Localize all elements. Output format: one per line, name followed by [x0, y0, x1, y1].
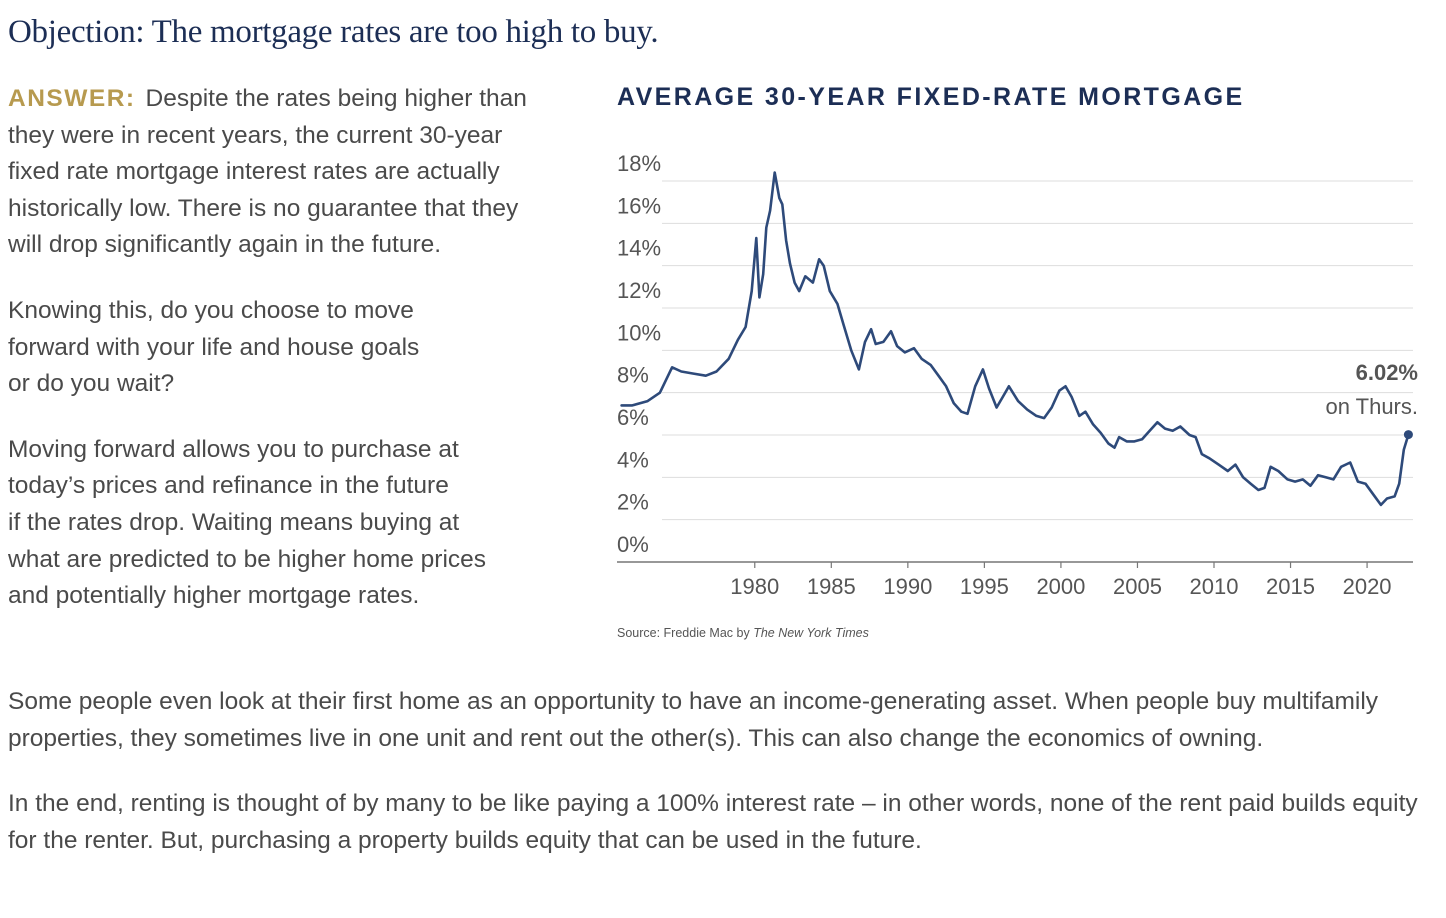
- current-rate-caption: on Thurs.: [1325, 394, 1418, 419]
- page-heading: Objection: The mortgage rates are too hi…: [8, 14, 659, 50]
- mortgage-rate-chart: 0% 2% 4% 6% 8% 10% 12% 14% 16% 18% 1980 1985 1990 199…: [617, 151, 1418, 599]
- y-tick-label: 0%: [617, 532, 649, 557]
- income-asset-paragraph: Some people even look at their first hom…: [8, 688, 1379, 752]
- x-tick-label: 1985: [807, 574, 856, 599]
- y-tick-label: 18%: [617, 151, 661, 176]
- question-paragraph: Knowing this, do you choose to move forw…: [8, 296, 420, 398]
- answer-paragraph: ANSWER: Despite the rates being higher th…: [8, 81, 558, 264]
- moving-forward-paragraph: Moving forward allows you to purchase at…: [8, 435, 487, 610]
- y-tick-label: 2%: [617, 490, 649, 515]
- x-tick-label: 2020: [1343, 574, 1392, 599]
- current-rate-point: [1403, 430, 1413, 440]
- chart-source: Source: Freddie Mac by The New York Time…: [617, 626, 869, 640]
- x-tick-label: 2000: [1036, 574, 1085, 599]
- y-tick-label: 14%: [617, 236, 661, 261]
- x-tick-label: 2015: [1266, 574, 1315, 599]
- y-tick-label: 6%: [617, 405, 649, 430]
- y-tick-label: 10%: [617, 320, 661, 345]
- source-text: Source: Freddie Mac by: [617, 626, 750, 640]
- x-tick-label: 2010: [1190, 574, 1239, 599]
- y-tick-label: 8%: [617, 363, 649, 388]
- y-tick-label: 12%: [617, 278, 661, 303]
- y-tick-label: 4%: [617, 447, 649, 472]
- chart-title: AVERAGE 30-YEAR FIXED-RATE MORTGAGE: [617, 83, 1245, 111]
- current-rate-value: 6.02%: [1356, 360, 1418, 385]
- answer-text: Despite the rates being higher than they…: [8, 85, 527, 259]
- left-column: ANSWER: Despite the rates being higher th…: [8, 81, 558, 615]
- x-tick-label: 1980: [730, 574, 779, 599]
- source-publication: The New York Times: [753, 626, 869, 640]
- y-tick-label: 16%: [617, 193, 661, 218]
- answer-label: ANSWER:: [8, 85, 136, 112]
- x-tick-label: 2005: [1113, 574, 1162, 599]
- bottom-section: Some people even look at their first hom…: [8, 684, 1428, 859]
- x-tick-label: 1995: [960, 574, 1009, 599]
- rate-series-line: [620, 171, 1410, 507]
- renting-equity-paragraph: In the end, renting is thought of by man…: [8, 790, 1418, 854]
- x-tick-label: 1990: [883, 574, 932, 599]
